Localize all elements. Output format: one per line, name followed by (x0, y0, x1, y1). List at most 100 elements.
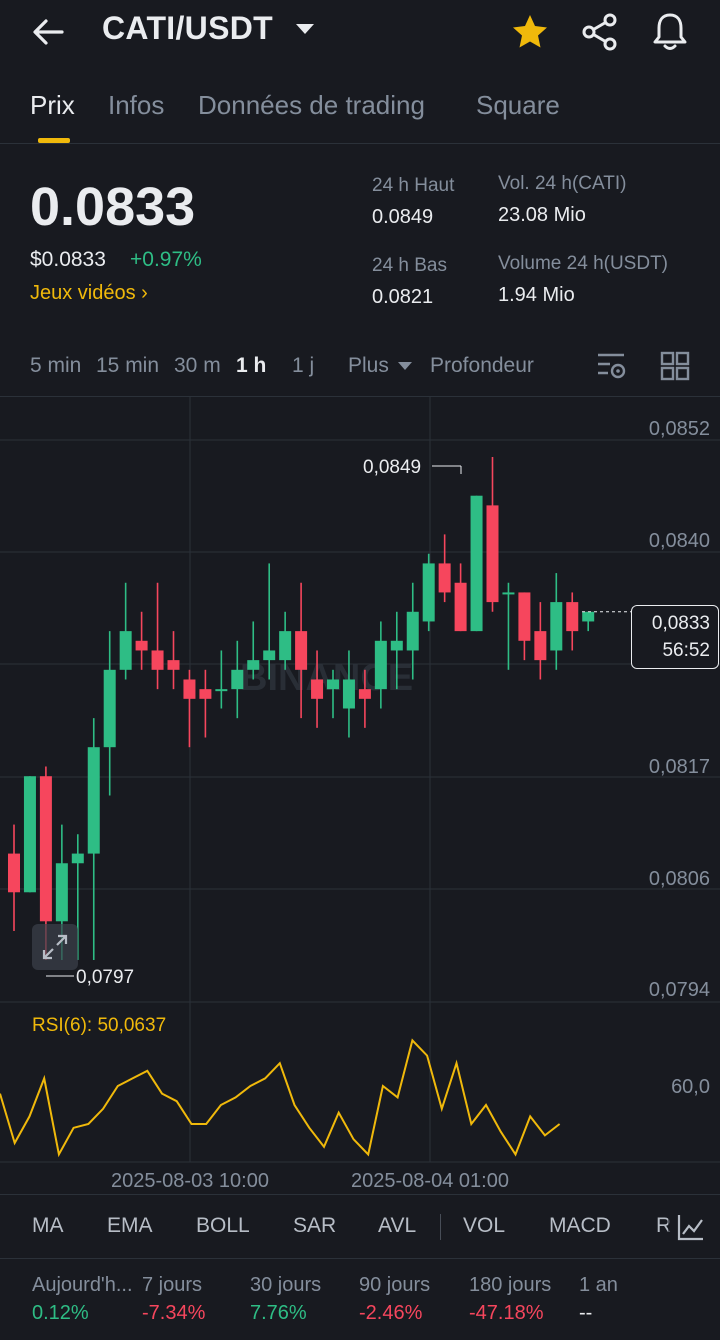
candle-body (406, 611, 419, 651)
candle-body (215, 689, 228, 692)
interval-1h[interactable]: 1 h (236, 354, 267, 377)
stat-low-value: 0.0821 (372, 286, 434, 308)
indicator-ema[interactable]: EMA (107, 1214, 153, 1237)
indicator-avl[interactable]: AVL (378, 1214, 417, 1237)
price-change-percent: +0.97% (130, 248, 202, 271)
interval-5m[interactable]: 5 min (30, 354, 82, 377)
stat-vol-base-label: Vol. 24 h(CATI) (498, 173, 627, 194)
min-price-label: 0,0797 (76, 967, 134, 988)
indicator-boll[interactable]: BOLL (196, 1214, 250, 1237)
indicator-divider (440, 1214, 441, 1240)
indicator-chart-icon[interactable] (676, 1212, 706, 1242)
interval-1d[interactable]: 1 j (292, 354, 315, 377)
layout-grid-icon[interactable] (660, 351, 690, 381)
rsi-tick-label: 60,0 (671, 1076, 710, 1098)
candle-body (342, 679, 355, 709)
candle-body (263, 650, 276, 661)
candle-countdown: 56:52 (662, 640, 710, 661)
usd-price: $0.0833 (30, 248, 106, 271)
candlestick-chart[interactable]: BINANCE 0,0852 0,0840 0,0817 0,0806 0,0794 0,… (0, 396, 720, 1196)
stat-vol-quote-value: 1.94 Mio (498, 284, 575, 306)
divider (0, 396, 720, 397)
expand-icon (42, 934, 68, 960)
interval-depth[interactable]: Profondeur (430, 354, 534, 377)
candle-body (87, 747, 100, 854)
perf-label-today: Aujourd'h... (32, 1274, 133, 1296)
tab-prix[interactable]: Prix (30, 90, 75, 120)
perf-label-180d: 180 jours (469, 1274, 552, 1296)
candle-body (135, 640, 148, 651)
indicator-macd[interactable]: MACD (549, 1214, 611, 1237)
perf-label-90d: 90 jours (359, 1274, 431, 1296)
current-price-value: 0,0833 (651, 613, 710, 634)
tab-square[interactable]: Square (476, 90, 560, 120)
indicator-vol[interactable]: VOL (463, 1214, 506, 1237)
candle-body (55, 863, 68, 922)
x-axis-label: 2025-08-03 10:00 (111, 1170, 269, 1192)
candle-body (518, 592, 531, 641)
chart-settings-icon[interactable] (596, 350, 628, 382)
candle-body (295, 631, 308, 670)
watermark: BINANCE (240, 657, 413, 699)
candle-body (550, 602, 563, 651)
favorite-star-icon[interactable] (510, 12, 550, 52)
candle-body (582, 611, 595, 622)
max-price-label: 0,0849 (363, 457, 421, 478)
perf-value-180d: -47.18% (469, 1302, 544, 1324)
candle-body (167, 660, 180, 670)
interval-more[interactable]: Plus (348, 354, 389, 377)
candle-body (8, 853, 20, 893)
category-link[interactable]: Jeux vidéos › (30, 282, 148, 304)
active-tab-indicator (38, 138, 70, 143)
tab-infos[interactable]: Infos (108, 90, 165, 120)
candle-body (119, 631, 132, 670)
tab-trading-data[interactable]: Données de trading (198, 90, 425, 120)
back-arrow-icon[interactable] (26, 14, 74, 50)
indicator-ma[interactable]: MA (32, 1214, 64, 1237)
divider (0, 143, 720, 144)
stat-high-value: 0.0849 (372, 206, 434, 228)
divider (0, 1194, 720, 1195)
share-icon[interactable] (580, 12, 620, 52)
y-tick-label: 0,0852 (649, 418, 710, 440)
candle-body (199, 689, 212, 699)
alert-bell-icon[interactable] (650, 10, 690, 52)
pair-title[interactable]: CATI/USDT (102, 10, 273, 46)
rsi-line (0, 1038, 561, 1158)
y-tick-label: 0,0806 (649, 868, 710, 890)
header-bar: CATI/USDT (0, 0, 720, 68)
candle-body (374, 640, 387, 690)
more-caret-icon[interactable] (398, 362, 412, 370)
stat-vol-base-value: 23.08 Mio (498, 204, 586, 226)
stat-vol-quote-label: Volume 24 h(USDT) (498, 253, 669, 274)
candle-body (454, 582, 467, 632)
candle-body (311, 679, 324, 699)
pair-dropdown-caret-icon[interactable] (296, 24, 314, 34)
candle-body (534, 631, 547, 661)
rsi-label: RSI(6): 50,0637 (32, 1015, 167, 1036)
indicator-sar[interactable]: SAR (293, 1214, 337, 1237)
current-price-box: 0,0833 56:52 (631, 605, 719, 669)
candle-body (103, 669, 116, 748)
perf-value-30d: 7.76% (250, 1302, 307, 1324)
candle-body (151, 650, 164, 670)
stat-high-label: 24 h Haut (372, 175, 455, 196)
y-tick-label: 0,0817 (649, 756, 710, 778)
candle-body (438, 563, 451, 593)
perf-label-7d: 7 jours (142, 1274, 203, 1296)
x-axis-label: 2025-08-04 01:00 (351, 1170, 509, 1192)
perf-label-30d: 30 jours (250, 1274, 322, 1296)
interval-30m[interactable]: 30 m (174, 354, 221, 377)
fullscreen-button[interactable] (32, 924, 78, 970)
candle-body (327, 679, 339, 690)
candle-body (358, 689, 371, 699)
candle-body (470, 495, 483, 632)
indicator-r[interactable]: R (656, 1214, 672, 1237)
y-tick-label: 0,0840 (649, 530, 710, 552)
interval-15m[interactable]: 15 min (96, 354, 160, 377)
perf-value-7d: -7.34% (142, 1302, 206, 1324)
divider (0, 1258, 720, 1259)
candle-body (502, 592, 515, 595)
stat-low-label: 24 h Bas (372, 255, 447, 276)
candle-body (422, 563, 435, 622)
